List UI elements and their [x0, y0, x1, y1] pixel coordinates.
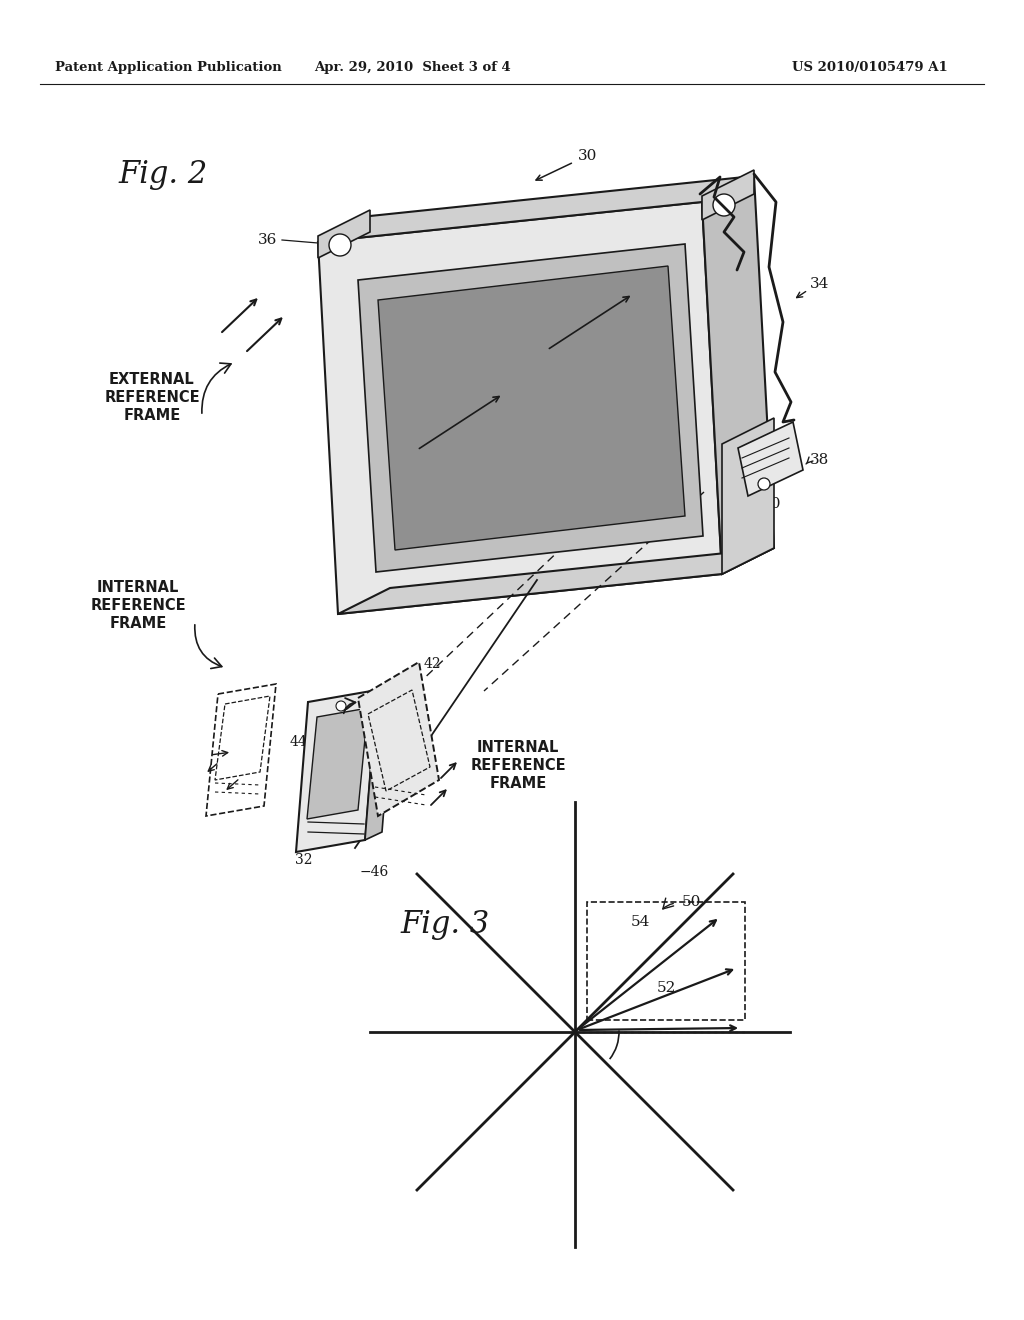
Text: INTERNAL: INTERNAL	[97, 581, 179, 595]
Text: Fig. 3: Fig. 3	[400, 908, 489, 940]
Polygon shape	[318, 210, 370, 257]
Polygon shape	[378, 267, 685, 550]
Polygon shape	[738, 422, 803, 496]
Polygon shape	[702, 176, 774, 574]
Text: 54: 54	[631, 915, 650, 929]
Text: Fig. 2: Fig. 2	[118, 160, 207, 190]
Text: 44: 44	[290, 735, 308, 748]
Text: 34: 34	[810, 277, 829, 290]
Circle shape	[336, 701, 346, 711]
Circle shape	[713, 194, 735, 216]
Polygon shape	[358, 663, 439, 816]
Text: REFERENCE: REFERENCE	[104, 391, 200, 405]
Text: 36: 36	[258, 234, 278, 247]
Text: FRAME: FRAME	[110, 616, 167, 631]
Text: 41: 41	[364, 690, 382, 705]
Text: 38: 38	[810, 453, 829, 467]
Text: 30: 30	[578, 149, 597, 162]
Polygon shape	[206, 684, 276, 816]
FancyArrowPatch shape	[344, 698, 355, 713]
Circle shape	[329, 234, 351, 256]
Text: FRAME: FRAME	[123, 408, 180, 424]
FancyArrowPatch shape	[663, 898, 674, 909]
Text: 32: 32	[295, 853, 312, 867]
Polygon shape	[338, 548, 774, 614]
Polygon shape	[365, 682, 394, 840]
Text: INTERNAL: INTERNAL	[477, 739, 559, 755]
Circle shape	[758, 478, 770, 490]
Text: Apr. 29, 2010  Sheet 3 of 4: Apr. 29, 2010 Sheet 3 of 4	[313, 62, 510, 74]
Text: REFERENCE: REFERENCE	[90, 598, 185, 614]
Polygon shape	[296, 690, 377, 851]
Polygon shape	[318, 202, 722, 614]
Text: FRAME: FRAME	[489, 776, 547, 791]
Polygon shape	[722, 418, 774, 574]
Text: 40: 40	[762, 498, 781, 511]
FancyArrowPatch shape	[202, 363, 231, 413]
Text: 50: 50	[682, 895, 701, 909]
Text: −46: −46	[360, 865, 389, 879]
Text: REFERENCE: REFERENCE	[470, 758, 566, 772]
Polygon shape	[307, 708, 368, 818]
FancyArrowPatch shape	[195, 624, 222, 668]
Text: US 2010/0105479 A1: US 2010/0105479 A1	[793, 62, 948, 74]
Polygon shape	[318, 176, 754, 242]
Text: 52: 52	[657, 981, 677, 995]
Text: Patent Application Publication: Patent Application Publication	[55, 62, 282, 74]
Text: 42: 42	[424, 657, 441, 671]
Polygon shape	[702, 170, 754, 220]
Text: EXTERNAL: EXTERNAL	[110, 372, 195, 388]
Polygon shape	[358, 244, 703, 572]
Text: 48: 48	[358, 730, 376, 744]
